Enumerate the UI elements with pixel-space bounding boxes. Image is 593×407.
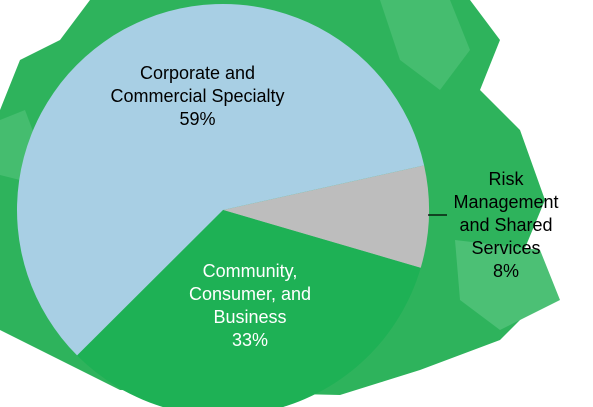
slice-label: Corporate and Commercial Specialty 59% bbox=[110, 62, 285, 131]
pie-slice bbox=[223, 165, 429, 268]
pie-slice bbox=[17, 4, 425, 356]
category-label: Corporate and Commercial Specialty bbox=[110, 63, 285, 106]
pie-slice bbox=[77, 210, 421, 407]
value-label: 8% bbox=[492, 261, 519, 281]
category-label: Community, Consumer, and Business bbox=[188, 261, 312, 327]
slice-label: Risk Management and Shared Services 8% bbox=[440, 168, 572, 283]
slice-label: Community, Consumer, and Business 33% bbox=[170, 260, 330, 352]
category-label: Risk Management and Shared Services bbox=[453, 169, 559, 258]
value-label: 59% bbox=[179, 109, 216, 129]
value-label: 33% bbox=[231, 330, 269, 350]
